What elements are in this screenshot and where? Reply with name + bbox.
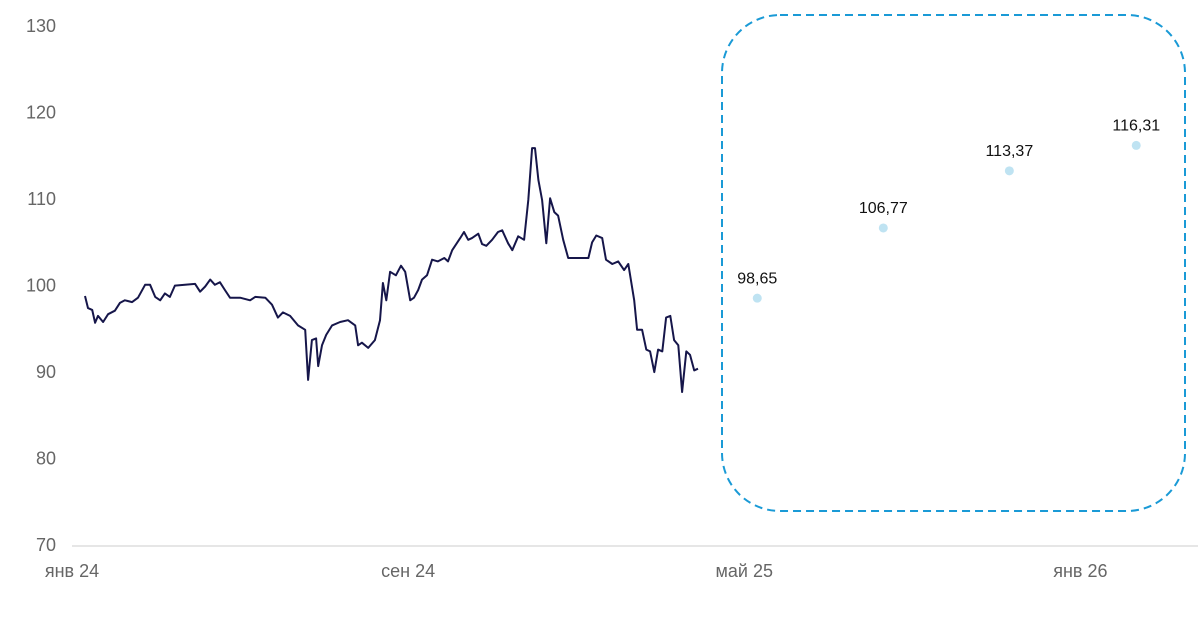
y-tick-label: 100 xyxy=(26,275,56,295)
x-tick-label: янв 24 xyxy=(45,561,99,581)
x-tick-label: янв 26 xyxy=(1053,561,1107,581)
y-tick-label: 90 xyxy=(36,362,56,382)
x-tick-label: сен 24 xyxy=(381,561,435,581)
x-tick-label: май 25 xyxy=(716,561,773,581)
forecast-point xyxy=(1004,166,1014,176)
y-tick-label: 130 xyxy=(26,16,56,36)
forecast-region xyxy=(721,14,1186,512)
y-tick-label: 80 xyxy=(36,448,56,468)
forecast-point xyxy=(1131,140,1141,150)
price-line xyxy=(84,147,699,393)
value-label: 116,31 xyxy=(1112,118,1160,135)
value-label: 98,65 xyxy=(737,270,777,287)
forecast-point xyxy=(752,293,762,303)
y-tick-label: 110 xyxy=(27,189,56,209)
forecast-point xyxy=(878,223,888,233)
value-label: 113,37 xyxy=(985,143,1033,160)
y-tick-label: 70 xyxy=(36,535,56,555)
y-tick-label: 120 xyxy=(26,102,56,122)
value-label: 106,77 xyxy=(859,200,908,217)
